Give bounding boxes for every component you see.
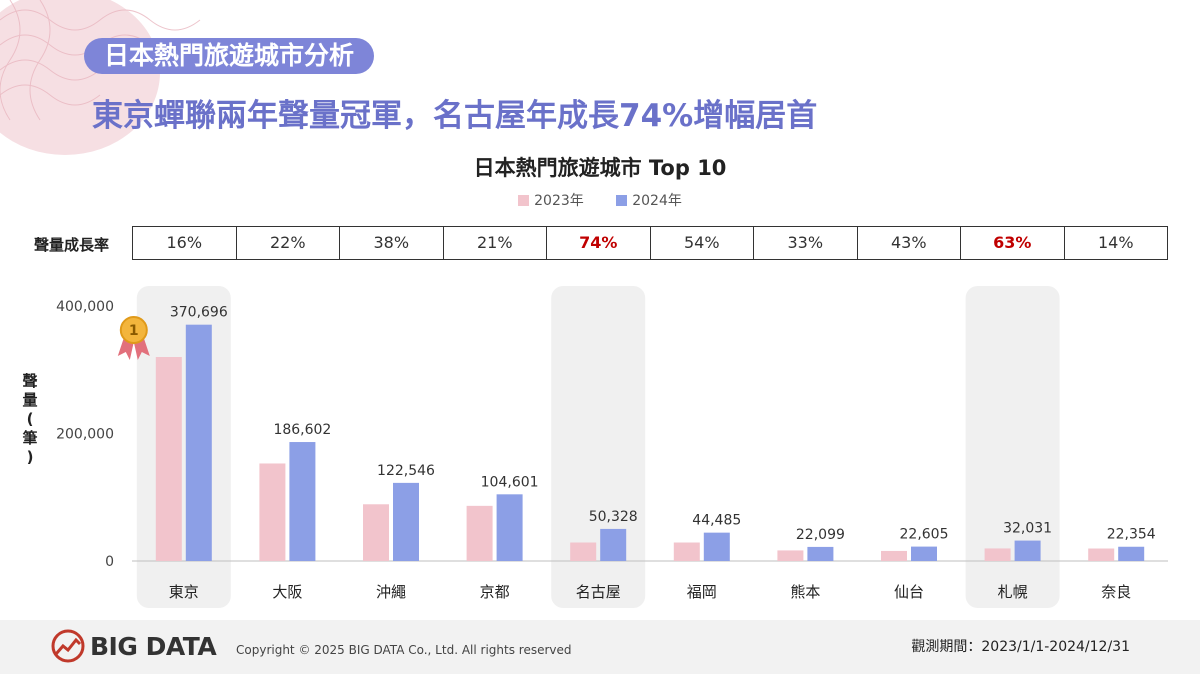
brand-logo-icon [51,629,85,663]
bar-2023 [673,542,700,561]
x-tick-label: 熊本 [790,583,820,601]
highlight-column [136,286,231,608]
brand-logo-text: BIG DATA [90,632,217,661]
page-headline: 東京蟬聯兩年聲量冠軍，名古屋年成長74%增幅居首 [92,98,818,134]
observation-period: 觀測期間：2023/1/1-2024/12/31 [911,639,1130,655]
bar-2023 [777,550,804,561]
bar-2024 [185,324,212,561]
bar-2023 [155,357,182,561]
x-tick-label: 福岡 [687,583,717,601]
copyright-text: Copyright © 2025 BIG DATA Co., Ltd. All … [236,643,572,657]
legend-label-2023: 2023年 [534,193,584,209]
data-label: 44,485 [692,513,741,529]
y-axis-label-char: ) [26,448,34,466]
bar-2023 [570,542,597,561]
growth-rate-cell: 63% [961,227,1065,259]
x-tick-label: 大阪 [272,583,302,601]
growth-rate-cell: 38% [340,227,444,259]
data-label: 186,602 [273,422,331,438]
legend-swatch-2024 [616,195,628,206]
badge-ribbon-right [133,338,150,360]
chart-title: 日本熱門旅遊城市 Top 10 [473,156,727,180]
badge-ribbon-left [117,338,134,360]
growth-rate-label: 聲量成長率 [34,236,110,254]
bar-2023 [1088,548,1115,561]
legend-item-2023: 2023年 [518,190,584,210]
y-axis-label-char: ( [26,410,34,428]
bar-2024 [600,528,627,561]
chart-legend: 2023年 2024年 [0,190,1200,210]
data-label: 122,546 [377,463,435,479]
y-tick-label: 0 [105,554,114,570]
legend-item-2024: 2024年 [616,190,682,210]
rank-badge-text: 1 [129,323,139,339]
x-tick-label: 名古屋 [576,583,621,601]
rank-badge-icon [119,316,148,344]
bar-2024 [1014,540,1041,561]
y-tick-label: 200,000 [56,427,114,443]
legend-label-2024: 2024年 [632,193,682,209]
bar-2024 [289,442,316,561]
x-tick-label: 東京 [169,583,199,601]
bar-2023 [984,548,1011,561]
data-label: 22,354 [1107,527,1156,543]
y-axis-label: 聲量(筆) [18,372,42,467]
x-tick-label: 奈良 [1101,583,1131,601]
decorative-circle [0,0,160,155]
growth-rate-table: 16% 22% 38% 21% 74% 54% 33% 43% 63% 14% [132,226,1168,260]
growth-rate-cell: 22% [237,227,340,259]
y-tick-label: 400,000 [56,299,114,315]
growth-rate-cell: 21% [444,227,547,259]
bar-2024 [1118,546,1145,561]
data-label: 104,601 [481,474,539,490]
y-axis-label-char: 聲 [22,372,38,390]
bar-2023 [466,505,493,561]
section-title: 日本熱門旅遊城市分析 [84,38,375,74]
growth-rate-cell: 43% [858,227,961,259]
growth-rate-cell: 74% [547,227,651,259]
bar-2024 [703,532,730,561]
x-tick-label: 沖繩 [376,583,406,601]
bar-2023 [881,550,907,561]
bar-2024 [496,494,523,561]
growth-rate-cell: 14% [1097,233,1134,252]
data-label: 50,328 [589,509,638,525]
growth-rate-cell: 16% [133,227,237,259]
data-label: 32,031 [1003,521,1052,537]
highlight-column [551,286,646,608]
footer-bar [0,620,1200,674]
data-label: 22,099 [796,527,845,543]
highlight-column [965,286,1060,608]
y-axis-label-char: 筆 [22,429,38,447]
bar-chart: 0 200,000 400,000 370,696 東京 186,602 大阪 122,546… [56,286,1168,608]
growth-rate-cell: 54% [651,227,754,259]
bar-2024 [807,546,834,561]
data-label: 370,696 [170,305,228,321]
bar-2024 [393,482,419,561]
y-axis-label-char: 量 [22,391,38,409]
legend-swatch-2023 [518,195,530,206]
data-label: 22,605 [900,527,949,543]
bar-2023 [259,463,286,561]
x-tick-label: 仙台 [894,583,924,601]
bar-2023 [363,504,389,561]
bar-2024 [911,546,937,561]
x-tick-label: 札幌 [998,583,1028,601]
x-tick-label: 京都 [480,583,510,601]
growth-rate-cell: 33% [754,227,858,259]
